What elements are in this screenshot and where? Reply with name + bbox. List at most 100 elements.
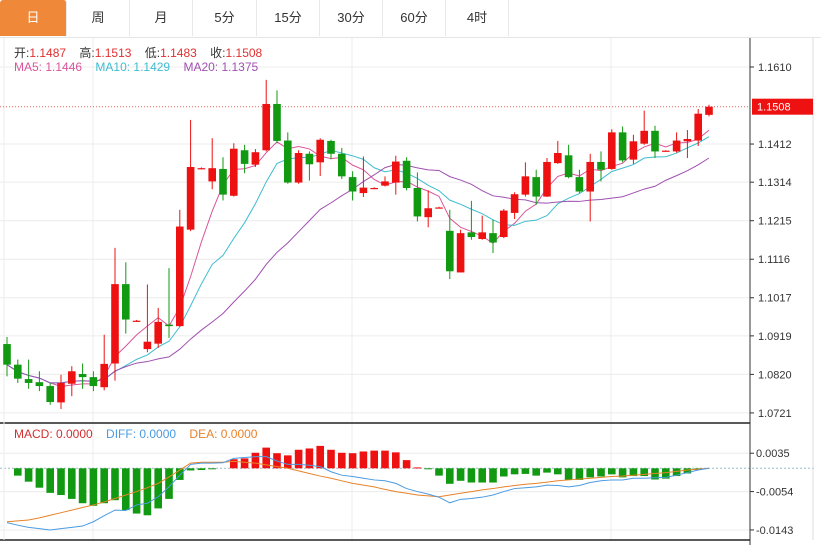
candle-body [316, 139, 324, 163]
candle [446, 209, 454, 280]
tab-30min[interactable]: 30分 [320, 0, 383, 36]
candle-body [478, 232, 486, 239]
macd-bar [14, 468, 22, 476]
candle [521, 162, 530, 197]
candle-body [424, 208, 432, 218]
diff-line [6, 456, 710, 531]
candle-body [705, 106, 713, 115]
candle-body [327, 140, 335, 154]
candle-body [78, 374, 87, 378]
candle [694, 109, 702, 146]
candle [359, 156, 368, 197]
price-tick-label: 1.1610 [758, 62, 792, 74]
close-label: 收: [210, 46, 226, 60]
candle [122, 262, 130, 334]
candle-body [683, 138, 692, 142]
tab-15min[interactable]: 15分 [257, 0, 320, 36]
tab-month[interactable]: 月 [130, 0, 193, 36]
candle-body [521, 176, 530, 195]
macd-bar [618, 468, 627, 478]
candle [230, 143, 238, 197]
candle [3, 337, 11, 377]
candle [705, 104, 713, 117]
open-label: 开: [14, 46, 30, 60]
candle-body [564, 155, 573, 178]
ohlc-legend: 开:1.1487 高:1.1513 低:1.1483 收:1.1508 [14, 44, 272, 61]
candle [262, 79, 270, 152]
macd-bar [68, 468, 76, 499]
candle-body [672, 140, 681, 152]
price-tick-label: 1.1116 [758, 254, 790, 266]
tab-60min[interactable]: 60分 [383, 0, 446, 36]
candle [662, 150, 670, 152]
macd-tick-label: -0.0054 [756, 487, 793, 499]
macd-bar [262, 447, 270, 469]
candle [186, 119, 195, 232]
tab-5min[interactable]: 5分 [193, 0, 257, 36]
macd-bar [186, 468, 195, 471]
candle-body [500, 210, 508, 238]
candle [327, 139, 335, 160]
ma20-line [6, 157, 710, 384]
candle [305, 151, 314, 181]
macd-bar [24, 468, 33, 482]
candle-body [230, 148, 238, 196]
macd-bar [208, 468, 216, 470]
candle [240, 144, 249, 174]
candle-body [413, 188, 422, 217]
candle [586, 153, 594, 222]
timeframe-tabs: 日 周 月 5分 15分 30分 60分 4时 [0, 0, 821, 38]
macd-tick-label: -0.0143 [756, 525, 793, 537]
candle-body [284, 140, 292, 183]
candle-body [629, 141, 638, 160]
tab-4hour[interactable]: 4时 [446, 0, 509, 36]
tab-week[interactable]: 周 [67, 0, 130, 36]
macd-bar [597, 468, 605, 477]
candle [608, 129, 616, 170]
candle [46, 382, 54, 405]
macd-bar [532, 468, 540, 476]
candle [316, 138, 324, 176]
candle-body [392, 161, 400, 183]
last-price-badge [752, 98, 813, 115]
candle [532, 169, 540, 205]
diff-value: DIFF: 0.0000 [106, 427, 177, 441]
ma20-value: MA20: 1.1375 [183, 60, 259, 74]
candle [273, 90, 281, 144]
candle-body [338, 153, 346, 177]
macd-bar [240, 458, 249, 469]
candle-body [208, 168, 216, 182]
macd-bar [510, 468, 519, 475]
candle [35, 371, 44, 392]
candle-body [489, 233, 497, 243]
candle [251, 149, 260, 167]
candle-body [165, 324, 173, 327]
macd-bar [640, 468, 648, 477]
macd-bar [564, 468, 573, 480]
macd-bar [413, 467, 422, 469]
macd-bar [143, 468, 152, 516]
candle [467, 200, 476, 240]
candle-body [510, 194, 519, 213]
candle-body [154, 321, 162, 344]
macd-bar [672, 468, 681, 477]
macd-bar [489, 468, 497, 483]
macd-legend: MACD: 0.0000 DIFF: 0.0000 DEA: 0.0000 [14, 427, 267, 441]
candle-body [111, 284, 119, 364]
candle-body [176, 226, 184, 327]
candle-body [586, 161, 594, 192]
macd-bar [467, 468, 476, 483]
candle [597, 151, 605, 182]
macd-bar [165, 468, 173, 499]
price-tick-label: 1.0919 [758, 331, 792, 343]
high-value: 1.1513 [94, 46, 132, 60]
candle [348, 171, 357, 201]
macd-bar [154, 468, 162, 509]
candle [89, 371, 98, 392]
candle-body [132, 320, 141, 322]
candle-body [446, 230, 454, 272]
macd-bar [176, 468, 184, 480]
close-value: 1.1508 [225, 46, 263, 60]
tab-day[interactable]: 日 [0, 0, 67, 36]
candle [543, 158, 551, 197]
